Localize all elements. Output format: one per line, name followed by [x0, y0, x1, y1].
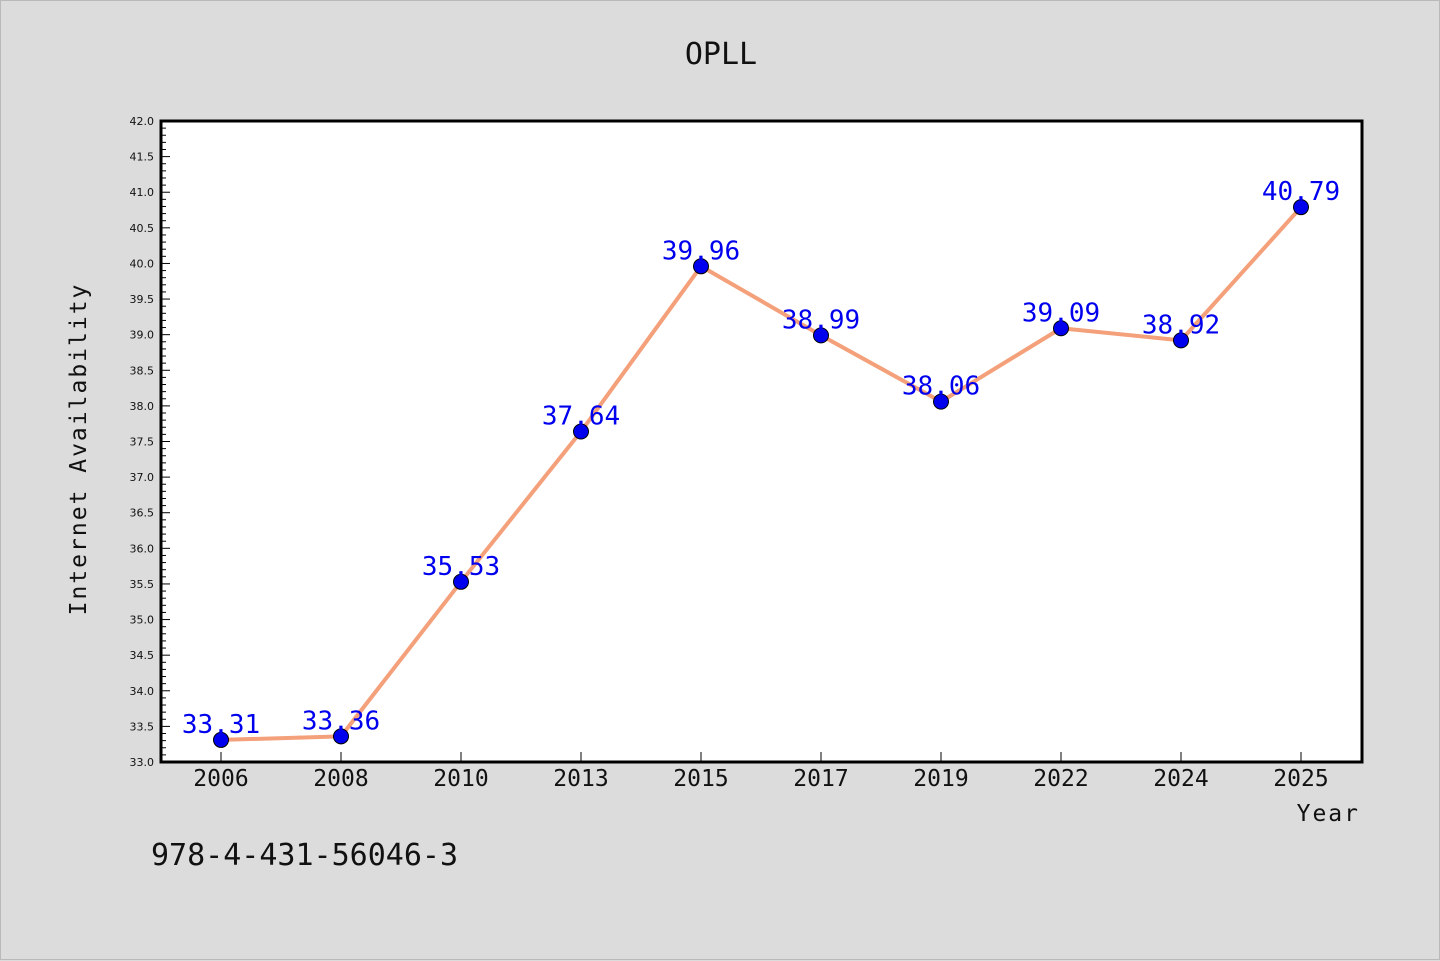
y-tick-label: 37.0: [130, 471, 155, 484]
y-tick-label: 33.5: [130, 720, 155, 733]
data-point: [693, 258, 709, 275]
y-tick-label: 33.0: [130, 756, 155, 769]
y-tick-label: 38.0: [130, 400, 155, 413]
y-tick-label: 36.0: [130, 542, 155, 555]
data-point: [213, 731, 229, 748]
data-label: 40.79: [1262, 177, 1340, 207]
y-tick-label: 35.5: [130, 578, 155, 591]
x-axis: 2006 2008 2010 2013 2015 2017 2019 2022 2024 2025: [193, 752, 1329, 792]
series-markers: [213, 199, 1309, 748]
data-label: 38.99: [782, 305, 860, 335]
y-tick-label: 36.5: [130, 507, 155, 520]
y-tick-label: 40.0: [130, 257, 155, 270]
data-point: [1053, 320, 1069, 337]
y-axis-title: Internet Availability: [66, 283, 92, 616]
data-label: 39.09: [1022, 298, 1100, 328]
data-point: [1293, 199, 1309, 216]
data-labels: 33.31 33.36 35.53 37.64 39.96 38.99 38.06 39.09…: [182, 177, 1340, 740]
y-tick-label: 41.0: [130, 186, 155, 199]
x-tick-label: 2015: [673, 766, 728, 792]
y-tick-label: 34.0: [130, 685, 155, 698]
y-tick-label: 42.0: [130, 115, 155, 128]
y-tick-label: 38.5: [130, 364, 155, 377]
footer-isbn: 978-4-431-56046-3: [151, 838, 458, 873]
series-polyline: [219, 205, 1303, 742]
data-label: 35.53: [422, 552, 500, 582]
data-label: 33.36: [302, 706, 380, 736]
x-tick-label: 2006: [193, 766, 248, 792]
x-tick-label: 2024: [1153, 766, 1208, 792]
x-tick-label: 2025: [1273, 766, 1328, 792]
x-tick-label: 2017: [793, 766, 848, 792]
data-point: [453, 573, 469, 590]
x-tick-label: 2022: [1033, 766, 1088, 792]
x-tick-label: 2008: [313, 766, 368, 792]
data-point: [333, 728, 349, 745]
x-tick-label: 2013: [553, 766, 608, 792]
series-line: [219, 205, 1303, 742]
x-axis-title: Year: [1297, 801, 1360, 827]
data-label: 38.06: [902, 372, 980, 402]
data-label: 39.96: [662, 236, 740, 266]
y-tick-label: 37.5: [130, 436, 155, 449]
y-tick-label: 41.5: [130, 151, 155, 164]
data-point: [813, 327, 829, 344]
data-label: 38.92: [1142, 310, 1220, 340]
data-point: [1173, 332, 1189, 349]
data-point: [933, 393, 949, 410]
y-tick-label: 35.0: [130, 614, 155, 627]
data-label: 33.31: [182, 710, 260, 740]
y-tick-label: 39.0: [130, 329, 155, 342]
data-point: [573, 423, 589, 440]
x-tick-label: 2019: [913, 766, 968, 792]
plot-area: [159, 119, 1364, 764]
y-tick-label: 40.5: [130, 222, 155, 235]
y-axis: 33.0 33.5 34.0 34.5 35.0 35.5 36.0 36.5 37.0 37.5…: [130, 115, 170, 769]
y-tick-label: 39.5: [130, 293, 155, 306]
chart-title: OPLL: [685, 37, 757, 72]
data-label: 37.64: [542, 402, 620, 432]
y-tick-label: 34.5: [130, 649, 155, 662]
x-tick-label: 2010: [433, 766, 488, 792]
